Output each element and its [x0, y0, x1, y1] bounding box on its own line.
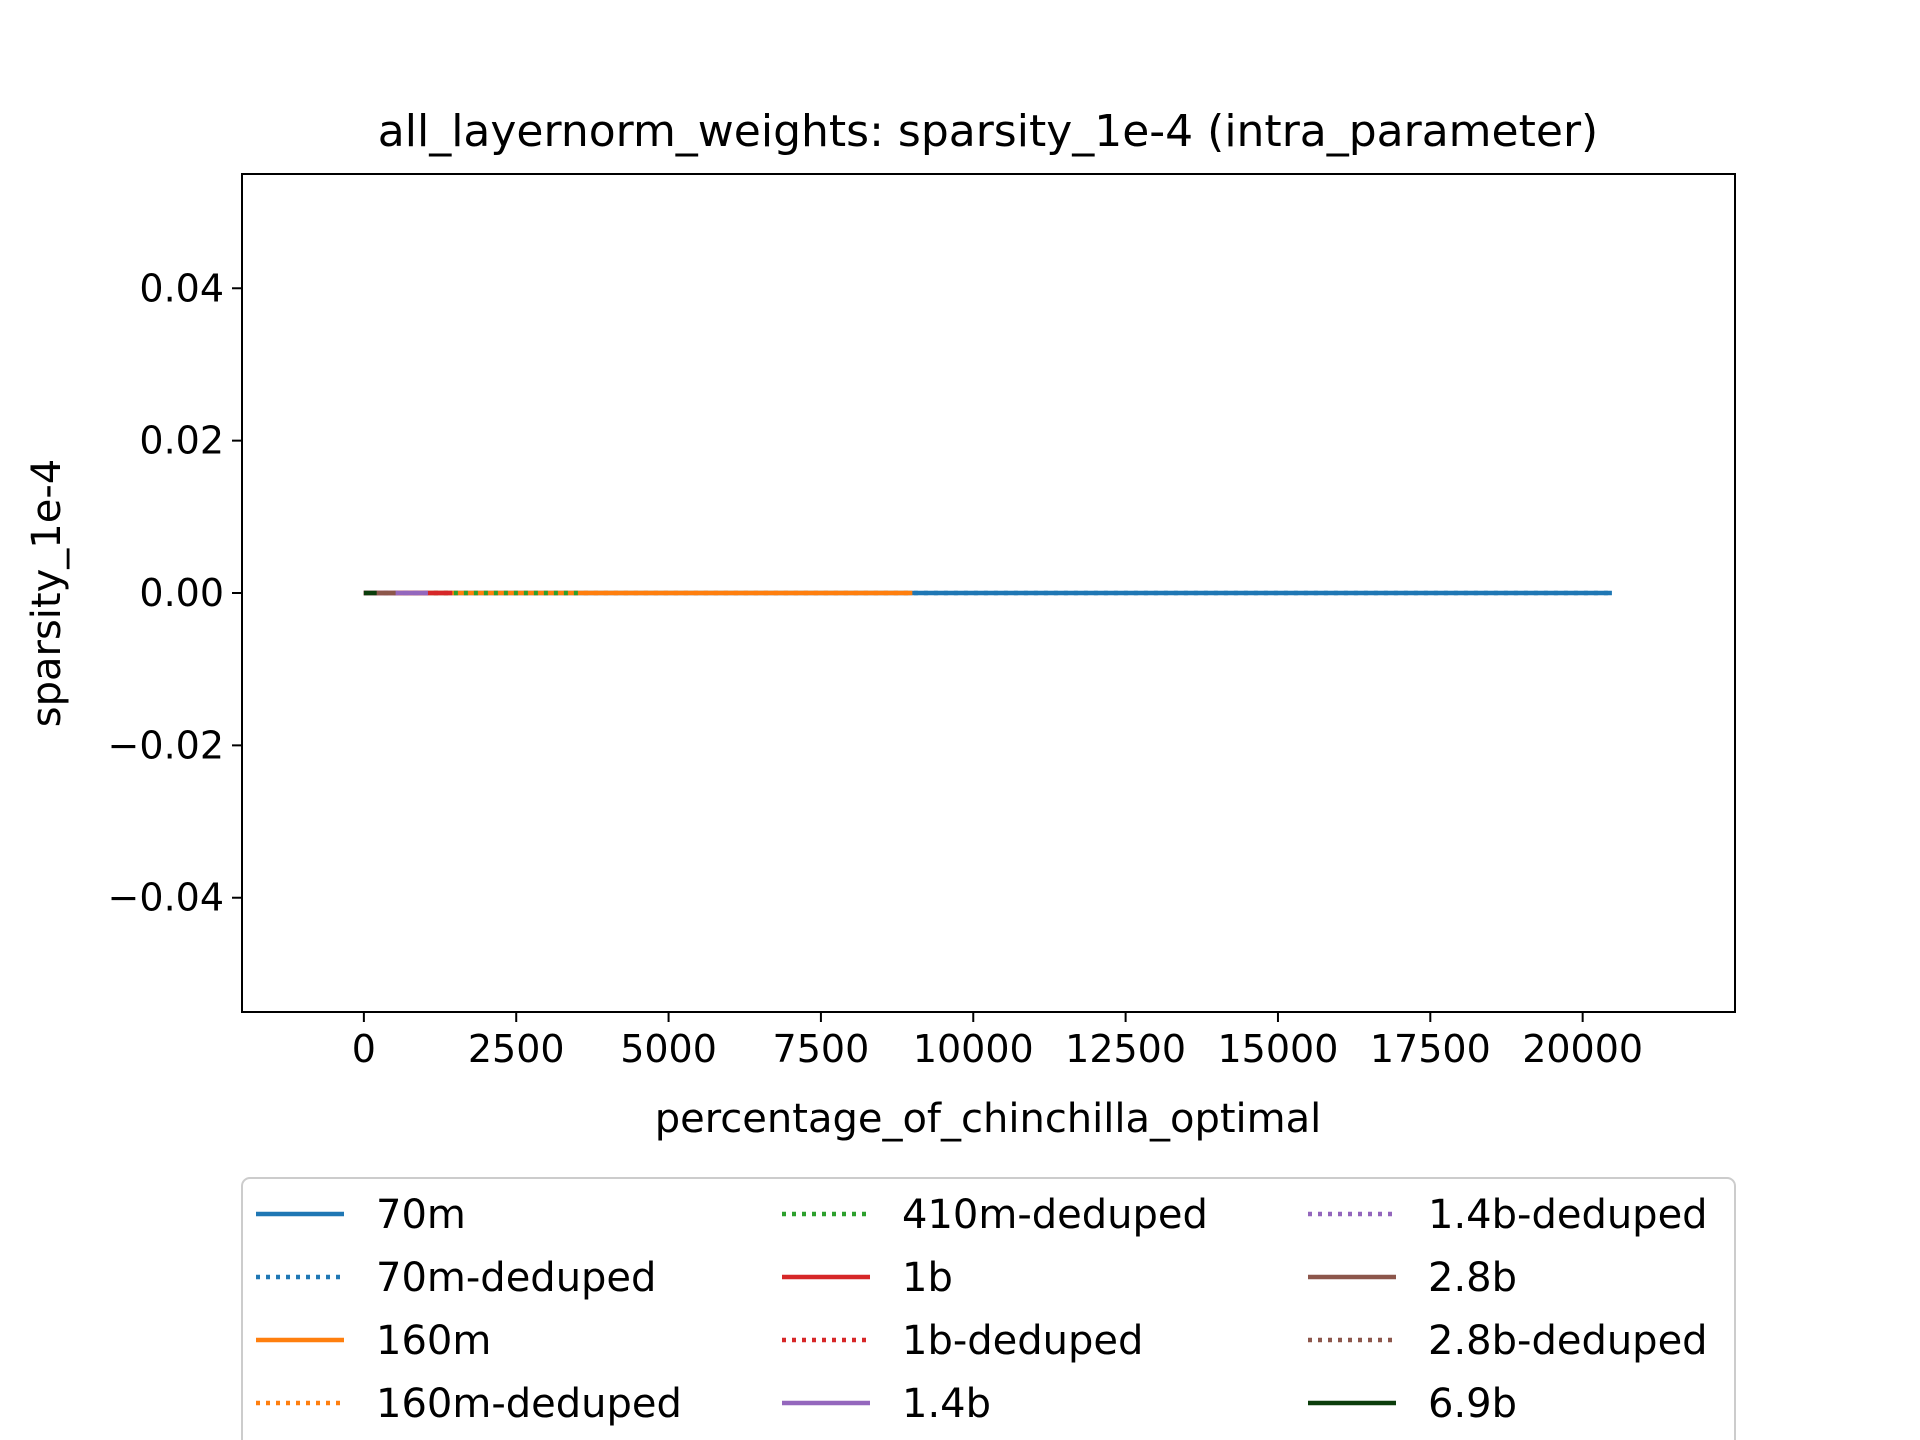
- legend-item-1b: 1b: [782, 1255, 953, 1301]
- x-tick-label: 0: [352, 1027, 376, 1071]
- legend-item-1.4b: 1.4b: [782, 1381, 991, 1427]
- legend-label: 410m-deduped: [902, 1192, 1208, 1238]
- legend-item-70m-deduped: 70m-deduped: [256, 1255, 656, 1301]
- legend-label: 1b: [902, 1255, 953, 1301]
- x-tick-label: 15000: [1218, 1027, 1339, 1071]
- plot-frame: [241, 173, 1736, 1013]
- legend-frame: [241, 1177, 1736, 1440]
- legend-label: 160m: [376, 1318, 491, 1364]
- legend-item-410m-deduped: 410m-deduped: [782, 1192, 1208, 1238]
- y-axis-ticks: −0.04 −0.02 0.00 0.02 0.04: [108, 266, 242, 920]
- legend-item-1.4b-deduped: 1.4b-deduped: [1308, 1192, 1708, 1238]
- x-axis-label: percentage_of_chinchilla_optimal: [655, 1096, 1322, 1142]
- y-tick-label: 0.04: [139, 266, 224, 310]
- x-tick-label: 5000: [620, 1027, 717, 1071]
- x-tick-label: 7500: [773, 1027, 870, 1071]
- legend-label: 1.4b: [902, 1381, 991, 1427]
- legend-label: 1.4b-deduped: [1428, 1192, 1708, 1238]
- y-tick-label: −0.02: [108, 723, 224, 767]
- legend-label: 2.8b: [1428, 1255, 1517, 1301]
- legend-item-6.9b: 6.9b: [1308, 1381, 1517, 1427]
- legend-item-160m-deduped: 160m-deduped: [256, 1381, 682, 1427]
- legend-item-160m: 160m: [256, 1318, 491, 1364]
- legend-label: 70m: [376, 1192, 466, 1238]
- x-axis-ticks: 0 2500 5000 7500 10000 12500 15000 17500 20000: [352, 1012, 1643, 1071]
- legend-item-2.8b-deduped: 2.8b-deduped: [1308, 1318, 1708, 1364]
- y-tick-label: 0.00: [139, 571, 224, 615]
- y-tick-label: 0.02: [139, 419, 224, 463]
- legend-label: 6.9b: [1428, 1381, 1517, 1427]
- x-tick-label: 17500: [1370, 1027, 1491, 1071]
- y-tick-label: −0.04: [108, 876, 224, 920]
- x-tick-label: 2500: [468, 1027, 565, 1071]
- legend-item-1b-deduped: 1b-deduped: [782, 1318, 1143, 1364]
- legend-item-70m: 70m: [256, 1192, 466, 1238]
- legend-item-2.8b: 2.8b: [1308, 1255, 1517, 1301]
- legend-label: 1b-deduped: [902, 1318, 1143, 1364]
- legend-label: 70m-deduped: [376, 1255, 656, 1301]
- legend-label: 2.8b-deduped: [1428, 1318, 1708, 1364]
- legend: 70m 70m-deduped 160m 160m-deduped 410m-dedup…: [241, 1177, 1736, 1440]
- y-axis-label: sparsity_1e-4: [24, 459, 70, 727]
- legend-items: 70m 70m-deduped 160m 160m-deduped 410m-dedup…: [256, 1192, 1708, 1427]
- legend-label: 160m-deduped: [376, 1381, 682, 1427]
- x-tick-label: 20000: [1522, 1027, 1643, 1071]
- x-tick-label: 10000: [913, 1027, 1034, 1071]
- x-tick-label: 12500: [1065, 1027, 1186, 1071]
- chart-title: all_layernorm_weights: sparsity_1e-4 (in…: [378, 106, 1598, 157]
